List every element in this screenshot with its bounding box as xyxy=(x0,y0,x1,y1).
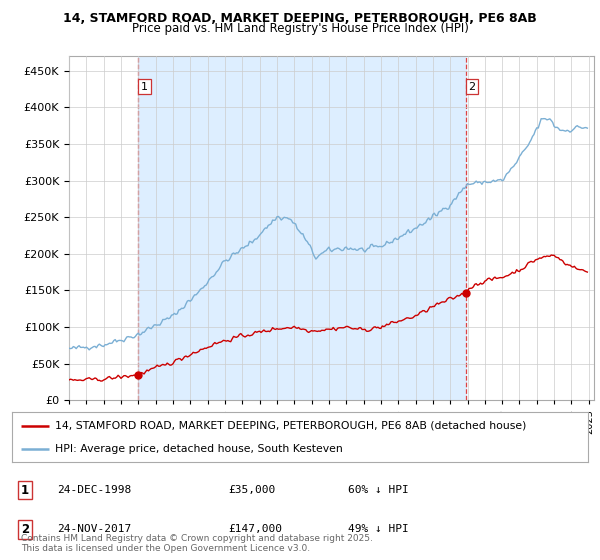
Text: £147,000: £147,000 xyxy=(228,524,282,534)
Text: 49% ↓ HPI: 49% ↓ HPI xyxy=(348,524,409,534)
Text: 1: 1 xyxy=(21,483,29,497)
Text: 14, STAMFORD ROAD, MARKET DEEPING, PETERBOROUGH, PE6 8AB (detached house): 14, STAMFORD ROAD, MARKET DEEPING, PETER… xyxy=(55,421,527,431)
Text: Price paid vs. HM Land Registry's House Price Index (HPI): Price paid vs. HM Land Registry's House … xyxy=(131,22,469,35)
Text: 24-NOV-2017: 24-NOV-2017 xyxy=(57,524,131,534)
Bar xyxy=(137,56,466,400)
Text: £35,000: £35,000 xyxy=(228,485,275,495)
Text: 14, STAMFORD ROAD, MARKET DEEPING, PETERBOROUGH, PE6 8AB: 14, STAMFORD ROAD, MARKET DEEPING, PETER… xyxy=(63,12,537,25)
Text: 1: 1 xyxy=(141,82,148,92)
Text: 2: 2 xyxy=(21,522,29,536)
Text: 24-DEC-1998: 24-DEC-1998 xyxy=(57,485,131,495)
Text: 2: 2 xyxy=(469,82,476,92)
Text: Contains HM Land Registry data © Crown copyright and database right 2025.
This d: Contains HM Land Registry data © Crown c… xyxy=(21,534,373,553)
Text: HPI: Average price, detached house, South Kesteven: HPI: Average price, detached house, Sout… xyxy=(55,445,343,454)
Text: 60% ↓ HPI: 60% ↓ HPI xyxy=(348,485,409,495)
